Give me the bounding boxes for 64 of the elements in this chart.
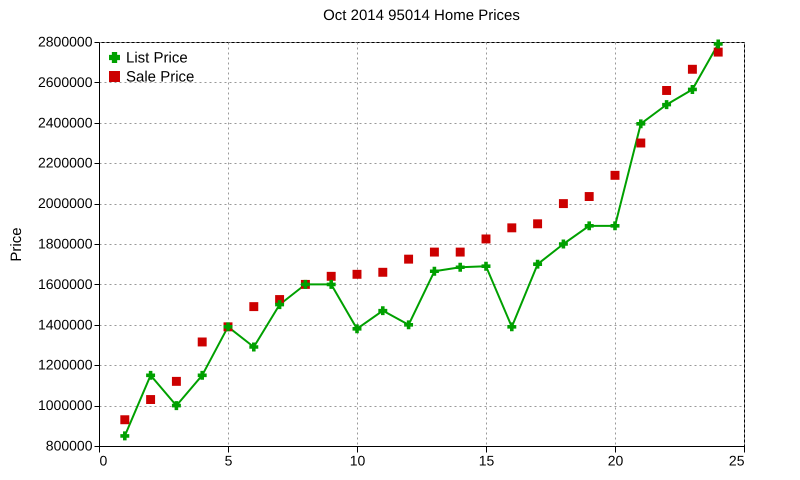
point — [430, 266, 439, 276]
point — [198, 338, 207, 346]
point — [198, 370, 207, 380]
y-tick-label: 2800000 — [38, 34, 93, 50]
point — [146, 370, 156, 380]
y-tick-label: 2000000 — [38, 195, 93, 212]
point — [688, 64, 697, 74]
point — [584, 192, 594, 201]
point — [456, 262, 465, 272]
x-tick-label: 0 — [100, 452, 108, 468]
y-tick-label: 1200000 — [38, 356, 93, 373]
point — [482, 262, 490, 271]
legend-label: List Price — [126, 50, 188, 66]
point — [533, 219, 542, 228]
chart-title: Oct 2014 95014 Home Prices — [323, 7, 520, 24]
point — [636, 138, 646, 148]
point — [120, 431, 130, 440]
point — [507, 223, 516, 232]
point — [558, 240, 568, 248]
point — [558, 199, 568, 208]
y-tick-label: 800000 — [46, 438, 93, 454]
point — [507, 322, 516, 332]
point — [249, 302, 258, 312]
point — [275, 300, 284, 310]
point — [404, 254, 414, 264]
y-axis-title: Price — [8, 227, 25, 262]
x-tick-label: 10 — [350, 452, 366, 468]
point — [172, 401, 181, 410]
point — [404, 320, 414, 330]
point — [688, 85, 697, 94]
point — [172, 376, 181, 386]
point — [430, 248, 439, 257]
point — [378, 306, 388, 316]
point — [662, 100, 672, 110]
y-tick-label: 2200000 — [38, 154, 93, 171]
point — [352, 270, 362, 279]
point — [326, 272, 336, 281]
point — [326, 280, 336, 289]
point — [456, 248, 465, 257]
point — [120, 415, 130, 424]
point — [533, 260, 542, 269]
point — [482, 234, 490, 244]
point — [378, 268, 388, 277]
y-tick-label: 1000000 — [38, 397, 93, 414]
x-tick-label: 5 — [224, 452, 233, 468]
point — [714, 40, 723, 48]
point — [610, 170, 620, 180]
point — [352, 324, 362, 334]
x-tick-label: 25 — [728, 452, 745, 468]
point — [714, 48, 723, 57]
y-tick-label: 2400000 — [38, 114, 93, 130]
y-tick-label: 1400000 — [38, 316, 93, 332]
point — [249, 342, 258, 352]
point — [662, 86, 672, 95]
y-tick-label: 1600000 — [38, 276, 93, 292]
point — [636, 119, 646, 128]
point — [610, 221, 620, 230]
y-tick-label: 1800000 — [38, 236, 93, 252]
x-tick-label: 15 — [478, 452, 494, 468]
y-tick-label: 2600000 — [38, 74, 93, 90]
point — [584, 221, 594, 230]
point — [146, 395, 156, 404]
x-tick-label: 20 — [608, 452, 624, 468]
legend-label: Sale Price — [126, 68, 194, 86]
